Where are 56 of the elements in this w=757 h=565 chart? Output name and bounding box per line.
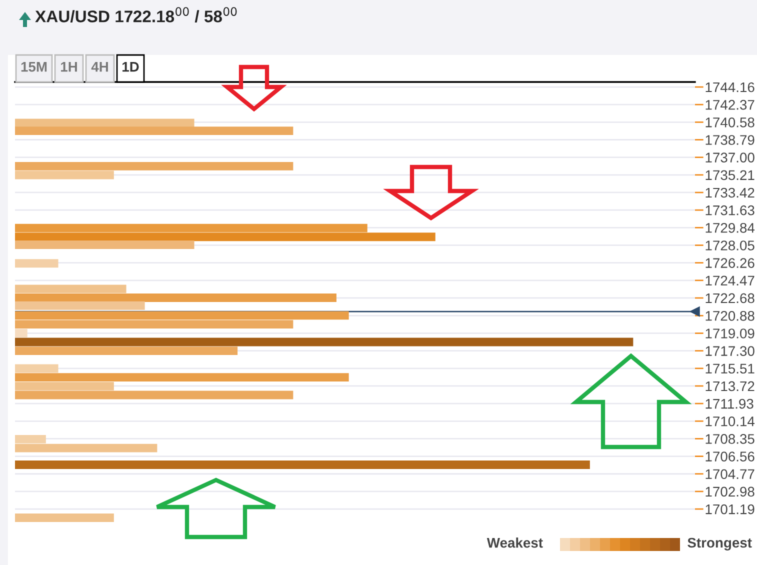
bar [15,240,194,249]
y-tick-label: 1704.77 [706,469,754,480]
text: Strongest [688,538,752,550]
bar [15,162,294,170]
y-tick-label: 1744.16 [706,82,754,92]
text: 4H [91,62,108,72]
y-tick-label: 1719.09 [706,328,754,338]
text: 1H [61,62,77,72]
y-tick-label: 1701.19 [706,504,754,514]
y-tick-label: 1740.58 [706,118,754,128]
bar [15,338,634,346]
bar [15,382,114,390]
y-tick-label: 1717.30 [706,346,754,356]
y-tick-label: 1726.26 [706,258,754,268]
y-tick-label: 1713.72 [706,381,754,392]
y-tick-label: 1706.56 [706,452,754,462]
text: 1D [122,62,139,72]
bar [15,328,28,338]
y-tick-label: 1735.21 [706,170,754,180]
y-tick-label: 1728.05 [706,240,754,250]
bar [15,320,294,329]
bar [15,170,114,180]
text: 15M [21,62,47,72]
text: Weakest [486,538,543,548]
bar [15,294,336,302]
bar [15,118,194,128]
bar [15,284,126,294]
bar [15,460,590,469]
bar [15,259,58,268]
y-tick-label: 1729.84 [706,222,755,233]
chart-title: XAU/USD 1722.18$^{00}$ / 58$^{00}$ [35,7,237,23]
bar [15,224,368,232]
y-tick-label: 1737.00 [706,152,754,162]
y-tick-label: 1722.68 [706,293,754,304]
y-tick-label: 1731.63 [706,205,754,216]
y-tick-label: 1742.37 [706,100,754,110]
y-tick-label: 1738.79 [706,135,754,145]
y-tick-label: 1720.88 [706,310,754,321]
y-tick-label: 1710.14 [706,416,755,426]
bar [15,373,349,382]
bar [15,390,294,400]
bar [15,514,114,522]
y-tick-label: 1715.51 [706,364,754,374]
y-tick-label: 1702.98 [706,486,754,497]
y-tick-label: 1711.93 [706,398,754,409]
bar [15,434,46,444]
bar [15,126,294,136]
y-tick-label: 1708.35 [706,434,754,444]
bar [15,301,145,310]
bar [15,232,436,242]
y-tick-label: 1724.47 [706,276,754,286]
bar [15,444,158,452]
bar [15,346,238,356]
bar [15,311,349,320]
y-tick-label: 1733.42 [706,188,754,198]
bar [15,364,58,373]
